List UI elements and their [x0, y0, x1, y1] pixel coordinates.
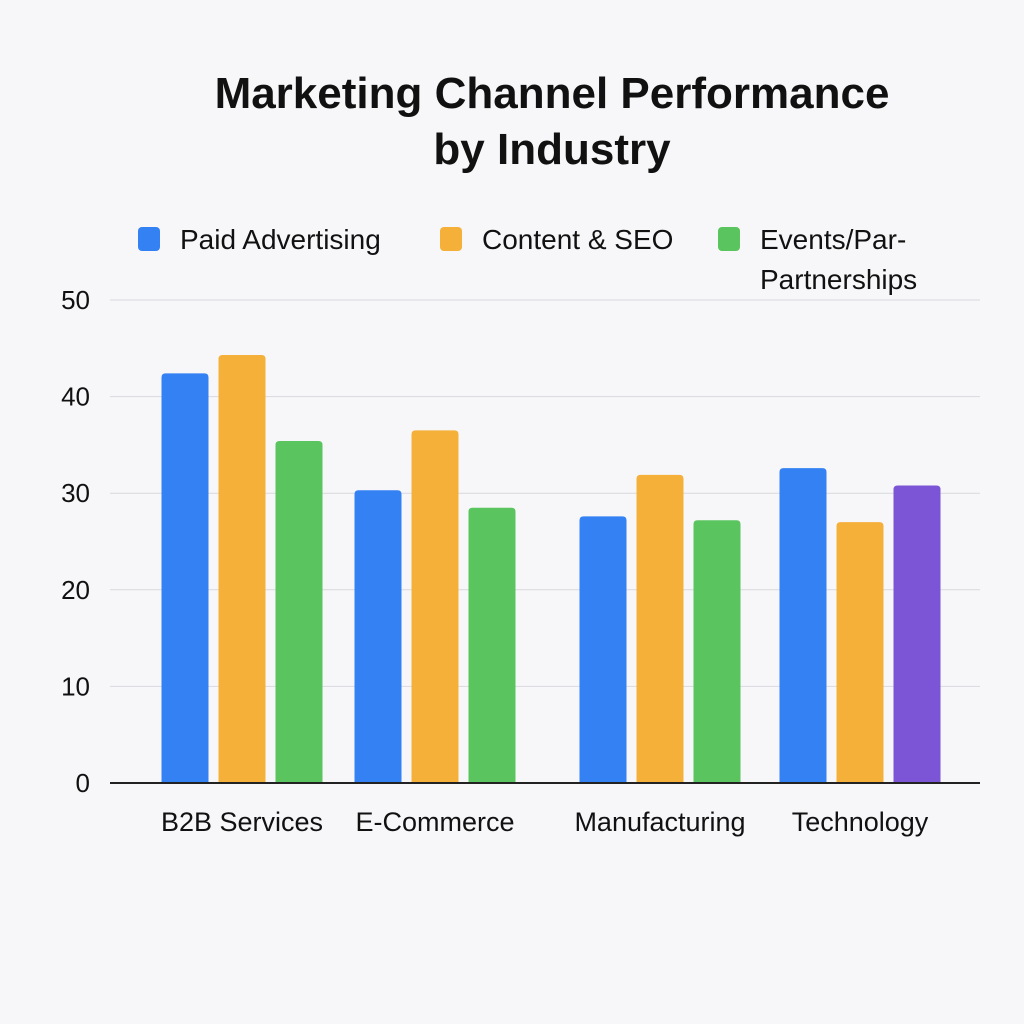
- y-tick-label: 0: [76, 768, 90, 798]
- bar: [636, 474, 684, 783]
- x-tick-label: B2B Services: [161, 807, 323, 837]
- x-tick-label: Technology: [792, 807, 929, 837]
- bar: [836, 522, 884, 783]
- legend-label-line: Events/Par-: [760, 224, 907, 255]
- bar: [218, 355, 266, 783]
- chart-title: Marketing Channel Performance by Industr…: [0, 66, 1024, 178]
- bar: [275, 441, 323, 783]
- legend-item-paid-advertising: Paid Advertising: [138, 222, 381, 258]
- y-tick-label: 10: [61, 671, 90, 701]
- bar: [354, 490, 402, 783]
- title-line-1: Marketing Channel Performance: [214, 69, 890, 118]
- x-tick-label: E-Commerce: [355, 807, 514, 837]
- bar: [779, 468, 827, 783]
- bar: [161, 373, 209, 783]
- legend-item-content-seo: Content & SEO: [440, 222, 673, 258]
- bar: [468, 507, 516, 783]
- y-tick-label: 40: [61, 382, 90, 412]
- legend-label: Events/Par- Partnerships: [760, 222, 917, 298]
- legend-item-events-partnerships: Events/Par- Partnerships: [718, 222, 917, 298]
- title-line-2: by Industry: [433, 125, 671, 174]
- bar: [411, 430, 459, 783]
- bar: [579, 516, 627, 783]
- y-tick-label: 20: [61, 575, 90, 605]
- legend-label-line: Partnerships: [760, 264, 918, 295]
- legend-swatch: [440, 227, 462, 251]
- bar: [893, 485, 941, 783]
- x-tick-label: Manufacturing: [574, 807, 745, 837]
- legend-swatch: [718, 227, 740, 251]
- legend-label: Paid Advertising: [180, 224, 381, 255]
- y-tick-label: 50: [61, 285, 90, 315]
- legend-label: Content & SEO: [482, 224, 674, 255]
- bar: [693, 520, 741, 783]
- y-tick-label: 30: [61, 478, 90, 508]
- legend-swatch: [138, 227, 160, 251]
